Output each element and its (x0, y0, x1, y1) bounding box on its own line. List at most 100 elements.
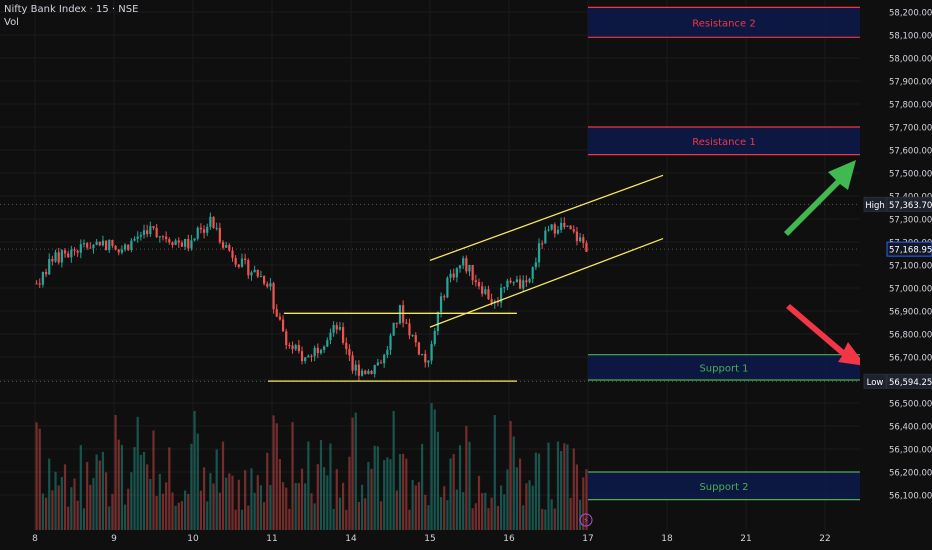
candle-body (575, 231, 579, 242)
candle-body (114, 245, 117, 250)
candle-body (294, 345, 297, 350)
candle-body (82, 243, 86, 245)
volume-bar (41, 493, 45, 530)
volume-bar (259, 485, 263, 530)
candle-body (556, 229, 560, 234)
volume-bar (329, 443, 332, 530)
volume-bar (560, 450, 563, 530)
volume-bar (70, 487, 73, 530)
candle-body (237, 264, 240, 267)
volume-bar (180, 501, 184, 530)
volume-bar (63, 464, 67, 530)
volume-bar (108, 506, 111, 530)
volume-bar (569, 498, 572, 530)
volume-bar (183, 490, 187, 530)
volume-label[interactable]: Vol (4, 17, 19, 28)
volume-bar (127, 488, 130, 530)
volume-bar (228, 473, 231, 530)
symbol-title[interactable]: Nifty Bank Index · 15 · NSE (4, 4, 139, 15)
y-tick-label: 57,800.00 (889, 101, 932, 111)
candle-body (259, 276, 263, 278)
candle-body (133, 238, 136, 241)
volume-bar (443, 486, 446, 530)
candle-body (430, 343, 433, 361)
volume-bar (48, 458, 51, 530)
volume-bar (351, 417, 354, 530)
volume-bar (487, 508, 490, 530)
volume-bar (376, 446, 379, 530)
volume-bar (114, 415, 117, 530)
volume-bar (240, 509, 244, 530)
volume-bar (234, 509, 237, 530)
zones: Resistance 2 Resistance 1 Support 1 Support… (588, 6, 860, 501)
y-tick-label: 56,500.00 (889, 400, 932, 410)
candle-body (468, 265, 471, 272)
candle-body (130, 240, 133, 251)
candle-body (477, 282, 481, 287)
volume-bar (168, 447, 171, 530)
candle-body (569, 225, 572, 230)
resistance-zone-label: Resistance 1 (692, 137, 755, 148)
volume-bar (152, 430, 155, 530)
volume-bar (174, 505, 177, 530)
volume-bar (54, 471, 57, 530)
candle-body (373, 365, 376, 374)
x-tick-label: 18 (661, 534, 673, 544)
volume-bar (465, 425, 468, 530)
candle-body (443, 296, 446, 298)
x-tick-label: 11 (266, 534, 277, 544)
candle-body (572, 229, 575, 232)
y-tick-label: 58,000.00 (889, 55, 932, 65)
volume-bar (547, 442, 550, 530)
volume-bar (247, 505, 250, 530)
candle-body (541, 243, 544, 245)
volume-bar (187, 493, 190, 530)
volume-bar (553, 508, 556, 530)
volume-bar (123, 504, 127, 530)
volume-bar (297, 483, 300, 530)
volume-bar (341, 482, 345, 530)
volume-bar (142, 451, 146, 530)
volume-bar (383, 460, 386, 530)
candle-body (578, 237, 582, 242)
y-axis-bg (860, 0, 932, 550)
volume-bar (193, 411, 196, 530)
volume-bar (370, 468, 373, 530)
y-tick-label: 56,400.00 (889, 423, 932, 433)
volume-bar (477, 475, 481, 530)
arrows (784, 160, 866, 366)
candle-body (582, 237, 585, 243)
candle-body (313, 347, 316, 357)
volume-bar (225, 477, 228, 530)
candle-body (307, 355, 310, 358)
x-axis: 8 9 10 11 14 15 16 17 18 21 22 ⚡ (0, 513, 932, 550)
candle-body (266, 283, 269, 287)
price-tag-value: 56,594.25 (889, 378, 932, 388)
candle-body (329, 332, 332, 341)
candle-body (269, 283, 272, 287)
volume-bar (60, 477, 63, 530)
volume-bar (556, 441, 560, 530)
support-zone (588, 354, 860, 380)
y-tick-label: 57,500.00 (889, 170, 932, 180)
candle-body (120, 249, 124, 253)
volume-bar (493, 415, 496, 530)
volume-bar (389, 459, 392, 530)
candle-body (86, 243, 89, 248)
candle-body (525, 280, 528, 283)
candle-body (360, 370, 364, 376)
volume-bar (452, 454, 455, 530)
candle-body (155, 227, 158, 238)
volume-bar (266, 452, 269, 530)
candle-body (566, 225, 569, 227)
candle-body (228, 245, 231, 251)
x-tick-label: 22 (819, 534, 830, 544)
candle-body (449, 273, 452, 278)
candle-body (433, 330, 436, 344)
candle-body (499, 287, 503, 303)
candle-body (190, 240, 193, 249)
support-zone-label: Support 2 (699, 482, 748, 493)
candle-body (117, 249, 120, 253)
candle-body (323, 346, 326, 350)
